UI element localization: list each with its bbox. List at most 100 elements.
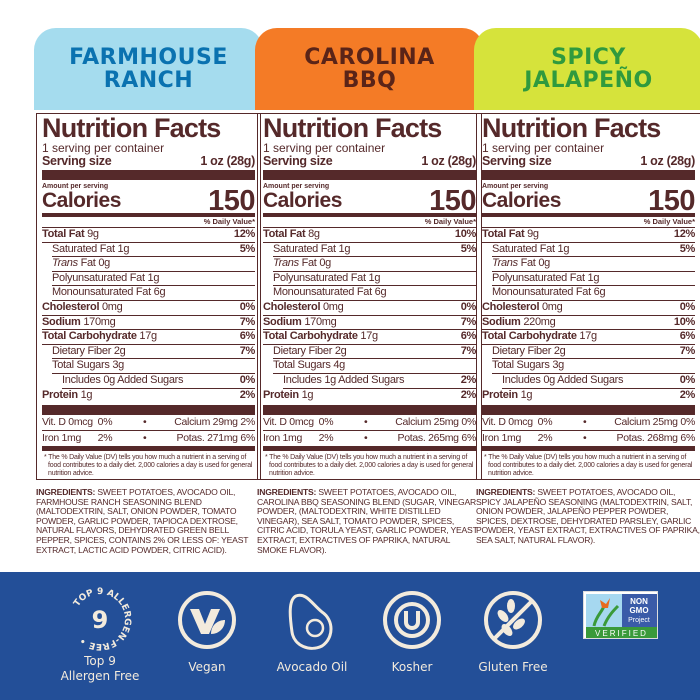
nutrient-label: Cholesterol: [482, 300, 540, 313]
nutrient-label: Total Sugars: [52, 359, 110, 372]
nutrient-label: Saturated Fat: [52, 242, 115, 255]
nutrient-name: Sodium 170mg: [42, 315, 116, 330]
flavor-banner: SPICY JALAPEÑO: [474, 28, 700, 110]
nutrient-amount: 170mg: [83, 315, 116, 328]
nutrient-name: Sodium 220mg: [482, 316, 556, 330]
nutrient-row: Saturated Fat 1g 5%: [52, 243, 255, 258]
calories-value: 150: [208, 185, 255, 217]
nutrient-amount: 9g: [87, 228, 99, 240]
nutrient-row: Total Carbohydrate 17g 6%: [42, 330, 255, 345]
nutrient-amount: 1g: [520, 388, 533, 401]
nutrient-name: Saturated Fat 1g: [273, 243, 350, 257]
nutrient-amount: 6g: [153, 286, 166, 299]
nutrition-facts-label: Nutrition Facts 1 serving per container Se…: [36, 113, 261, 480]
vitamin-row: Iron 1mg 2% • Potas. 268mg 6%: [482, 431, 695, 452]
divider-thick: [482, 405, 695, 416]
badge-label: Avocado Oil: [276, 660, 348, 674]
calories-label: Calories: [42, 189, 121, 212]
serving-size-row: Serving size 1 oz (28g): [42, 154, 255, 168]
divider-medium: [263, 213, 476, 217]
nutrient-amount: 1g: [80, 388, 93, 401]
nutrient-name: Protein 1g: [42, 389, 92, 404]
nutrient-daily-value: 2%: [460, 388, 477, 401]
flavor-banner: CAROLINA BBQ: [255, 28, 484, 110]
nutrient-label: Monounsaturated Fat: [492, 286, 591, 299]
amount-per-serving: Amount per serving: [482, 183, 549, 190]
divider-medium: [42, 213, 255, 217]
nutrient-label: Sodium: [263, 315, 302, 328]
nutrient-daily-value: 0%: [679, 373, 696, 386]
nutrient-row: Sodium 170mg 7%: [263, 316, 476, 331]
nutrient-name: Saturated Fat 1g: [52, 243, 129, 257]
nutrient-amount: 17g: [139, 330, 157, 343]
vitamin-cell: 2%: [537, 432, 553, 445]
nutrient-amount: 170mg: [304, 315, 337, 328]
vitamin-cell: 0%: [537, 416, 553, 429]
ingredients: INGREDIENTS: Sweet potatoes, avocado oil…: [257, 487, 482, 555]
badge-label: Kosher: [391, 660, 433, 674]
nutrient-label: Polyunsaturated Fat: [492, 271, 585, 284]
nutrient-row: Total Sugars 3g: [492, 359, 695, 374]
nutrient-amount: 3g: [552, 359, 564, 372]
nutrient-row: Protein 1g 2%: [42, 389, 255, 404]
vitamin-cell: Potas. 268mg: [616, 432, 679, 445]
gluten-free-icon: [484, 591, 542, 649]
ingredients: INGREDIENTS: Sweet potatoes, avocado oil…: [36, 487, 261, 555]
daily-value-header: % Daily Value*: [42, 217, 255, 228]
nutrient-name: Total Sugars 3g: [52, 359, 124, 373]
nutrient-label: Dietary Fiber: [273, 344, 333, 357]
nutrient-daily-value: 5%: [460, 242, 477, 255]
amount-per-serving: Amount per serving: [42, 183, 109, 190]
nutrient-row: Includes 0g Added Sugars 0%: [502, 374, 695, 389]
servings-per-container: 1 serving per container: [263, 141, 386, 155]
nutrient-daily-value: 7%: [239, 344, 256, 357]
nutrient-daily-value: 6%: [239, 330, 256, 343]
product-panel: SPICY JALAPEÑO Nutrition Facts 1 serving p…: [474, 28, 700, 546]
nutrient-row: Monounsaturated Fat 6g: [492, 286, 695, 301]
nutrient-daily-value: 2%: [679, 388, 696, 401]
nutrient-label: Dietary Fiber: [52, 344, 112, 357]
nutrient-daily-value: 5%: [679, 242, 696, 255]
vitamin-cell: Iron 1mg: [42, 432, 82, 445]
nutrient-amount: 17g: [579, 330, 597, 343]
vitamin-cell: Vit. D 0mcg: [42, 416, 93, 429]
vitamin-cell: Potas. 271mg: [176, 432, 239, 445]
nutrient-daily-value: 0%: [239, 373, 256, 386]
nutrient-amount: 6g: [593, 286, 606, 299]
nutrient-daily-value: 6%: [460, 330, 477, 343]
nutrient-amount: 9g: [527, 228, 539, 240]
badge-label: Gluten Free: [478, 660, 548, 674]
vitamin-cell: Iron 1mg: [482, 432, 522, 445]
nutrient-daily-value: 10%: [673, 315, 695, 328]
nutrient-label: Total Sugars: [492, 359, 550, 372]
nutrient-name: Polyunsaturated Fat 1g: [273, 272, 380, 286]
nutrient-row: Total Sugars 3g: [52, 359, 255, 374]
vitamin-cell: Calcium 29mg: [174, 416, 238, 429]
nutrient-daily-value: 7%: [679, 344, 696, 357]
divider-thick: [42, 170, 255, 180]
calories-label: Calories: [263, 189, 342, 212]
nutrient-label-suffix: Fat: [298, 257, 317, 270]
vitamin-cell: •: [363, 416, 368, 429]
vitamin-cell: •: [582, 416, 587, 429]
nutrient-name: Dietary Fiber 2g: [52, 344, 126, 359]
nutrient-row: Polyunsaturated Fat 1g: [492, 272, 695, 287]
nutrient-label: Total Fat: [42, 228, 85, 240]
nutrient-name: Total Fat 9g: [482, 228, 539, 242]
nutrient-row: Saturated Fat 1g 5%: [273, 243, 476, 258]
nutrient-row: Monounsaturated Fat 6g: [52, 286, 255, 301]
nutrient-label: Monounsaturated Fat: [52, 286, 151, 299]
nutrient-name: Total Carbohydrate 17g: [42, 330, 157, 344]
nutrient-name: Dietary Fiber 2g: [273, 344, 347, 359]
nutrient-row: Total Carbohydrate 17g 6%: [263, 330, 476, 345]
ingredients-text: Sweet potatoes, avocado oil, carolina BB…: [257, 487, 478, 555]
ingredients-label: INGREDIENTS:: [257, 487, 317, 497]
nutrient-row: Total Carbohydrate 17g 6%: [482, 330, 695, 345]
nutrient-row: Dietary Fiber 2g 7%: [52, 345, 255, 360]
serving-size-label: Serving size: [482, 154, 552, 168]
nutrient-name: Polyunsaturated Fat 1g: [492, 272, 599, 286]
nutrition-facts-title: Nutrition Facts: [263, 113, 442, 143]
vitamin-cell: •: [363, 432, 368, 445]
calories-row: Calories 150: [263, 187, 476, 216]
nutrient-name: Cholesterol 0mg: [42, 301, 123, 315]
